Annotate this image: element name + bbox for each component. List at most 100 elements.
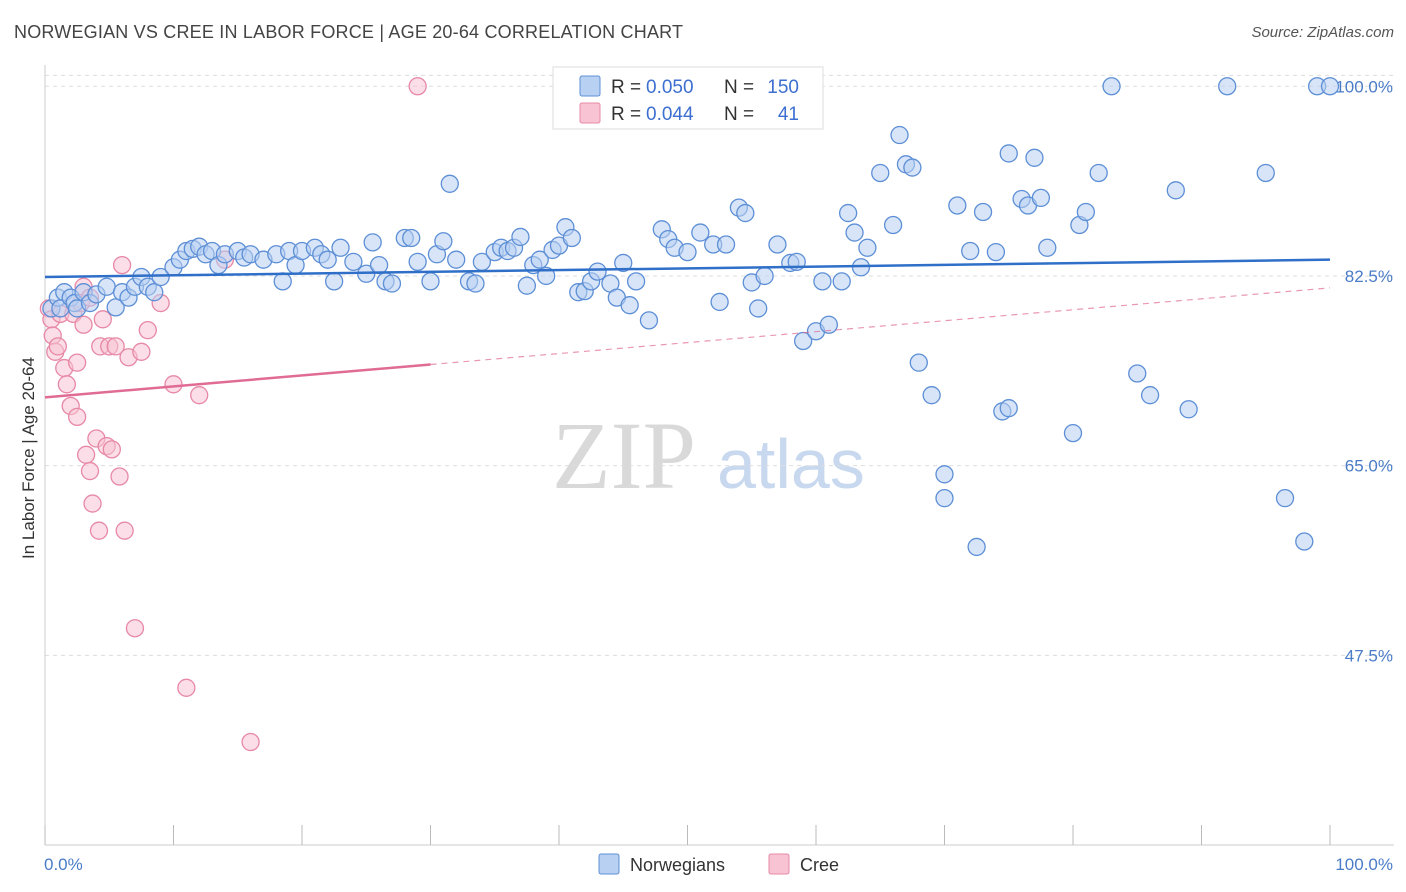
y-tick-label: 82.5%: [1345, 267, 1393, 286]
cree-point: [76, 445, 96, 464]
y-tick-labels: 47.5% 65.0% 82.5% 100.0%: [1335, 77, 1393, 665]
legend-r-label-cree: R =: [611, 104, 641, 125]
norwegian-point: [324, 272, 344, 291]
bottom-legend-label-norwegians: Norwegians: [630, 855, 725, 875]
source-label: Source: ZipAtlas.com: [1251, 24, 1394, 41]
watermark-zip: ZIP: [552, 402, 696, 509]
legend-n-value-cree: 41: [778, 104, 799, 125]
cree-trend-extension: [430, 287, 1331, 366]
norwegian-point: [620, 296, 639, 315]
norwegian-point: [369, 255, 389, 275]
norwegian-point: [562, 228, 581, 248]
y-tick-label: 65.0%: [1345, 457, 1393, 476]
cree-point: [115, 521, 134, 540]
norwegian-point: [986, 242, 1006, 262]
chart-title: NORWEGIAN VS CREE IN LABOR FORCE | AGE 2…: [14, 22, 684, 42]
norwegian-point: [1218, 77, 1237, 96]
norwegian-point: [909, 353, 928, 372]
legend-swatch-norwegians: [579, 75, 601, 97]
norwegian-point: [421, 272, 440, 291]
cree-point: [132, 342, 151, 361]
norwegian-point: [819, 315, 838, 334]
cree-point: [241, 732, 260, 752]
norwegians-points: [42, 77, 1340, 557]
grid-lines: [45, 74, 1394, 656]
norwegian-point: [1089, 163, 1108, 183]
cree-point: [67, 353, 87, 372]
watermark-atlas: atlas: [717, 425, 865, 503]
norwegian-point: [678, 242, 697, 262]
norwegian-point: [145, 283, 164, 302]
legend-r-value-cree: 0.044: [646, 104, 694, 125]
cree-point: [177, 678, 196, 697]
norwegian-point: [838, 203, 858, 223]
axes: [44, 65, 1394, 846]
norwegian-point: [883, 215, 903, 235]
norwegian-point: [273, 272, 292, 291]
cree-trend-line: [44, 363, 431, 399]
legend-n-label-cree: N =: [724, 104, 754, 125]
norwegian-point: [402, 228, 421, 248]
bottom-legend-swatch-norwegians: [598, 853, 620, 875]
cree-point: [110, 467, 129, 486]
cree-point: [190, 386, 209, 405]
cree-point: [138, 320, 157, 340]
cree-points: [39, 77, 427, 752]
legend-n-value-norwegians: 150: [767, 77, 799, 98]
stats-legend: R = 0.050 N = 150 R = 0.044 N = 41: [552, 66, 824, 130]
cree-point: [164, 375, 183, 394]
norwegian-point: [948, 196, 967, 215]
norwegian-point: [331, 238, 350, 257]
bottom-legend-label-cree: Cree: [800, 855, 839, 875]
norwegian-point: [151, 267, 170, 287]
norwegian-point: [106, 298, 125, 317]
y-tick-label: 47.5%: [1345, 646, 1393, 665]
norwegian-point: [97, 277, 116, 296]
norwegian-point: [1140, 386, 1160, 405]
norwegian-point: [1275, 488, 1295, 508]
norwegian-point: [1025, 148, 1044, 167]
norwegian-point: [935, 488, 954, 508]
norwegian-point: [1031, 188, 1051, 208]
cree-point: [93, 310, 112, 329]
norwegian-point: [1128, 364, 1147, 383]
cree-point: [57, 375, 76, 394]
trend-lines: [44, 258, 1331, 399]
norwegian-point: [710, 292, 729, 312]
cree-point: [67, 407, 87, 427]
norwegian-point: [1102, 77, 1121, 96]
cree-point: [80, 461, 100, 481]
norwegian-point: [716, 235, 736, 254]
norwegian-point: [440, 174, 459, 193]
norwegian-point: [749, 299, 768, 318]
norwegian-point: [871, 163, 890, 183]
norwegian-point: [999, 144, 1018, 163]
cree-point: [106, 337, 125, 356]
norwegian-point: [614, 253, 633, 273]
norwegian-point: [858, 238, 877, 257]
norwegian-point: [466, 274, 485, 293]
cree-point: [89, 521, 109, 540]
norwegian-point: [1256, 163, 1275, 183]
norwegian-point: [755, 266, 774, 286]
norwegian-point: [434, 232, 453, 251]
norwegian-point: [1320, 77, 1340, 96]
x-tick-label-max: 100.0%: [1335, 855, 1393, 874]
norwegian-point: [511, 227, 530, 247]
cree-point: [48, 337, 67, 356]
cree-point: [102, 440, 121, 459]
norwegian-point: [1179, 400, 1198, 419]
cree-point: [408, 77, 427, 96]
cree-point: [83, 494, 102, 513]
norwegians-trend-line: [44, 258, 1331, 279]
norwegian-point: [447, 250, 466, 269]
norwegian-point: [1063, 423, 1083, 443]
norwegian-point: [999, 399, 1018, 418]
norwegian-point: [935, 465, 954, 484]
y-axis-label: In Labor Force | Age 20-64: [19, 357, 38, 559]
norwegian-point: [890, 125, 909, 145]
cree-point: [112, 255, 132, 275]
norwegian-point: [768, 235, 787, 254]
norwegian-point: [639, 311, 659, 330]
